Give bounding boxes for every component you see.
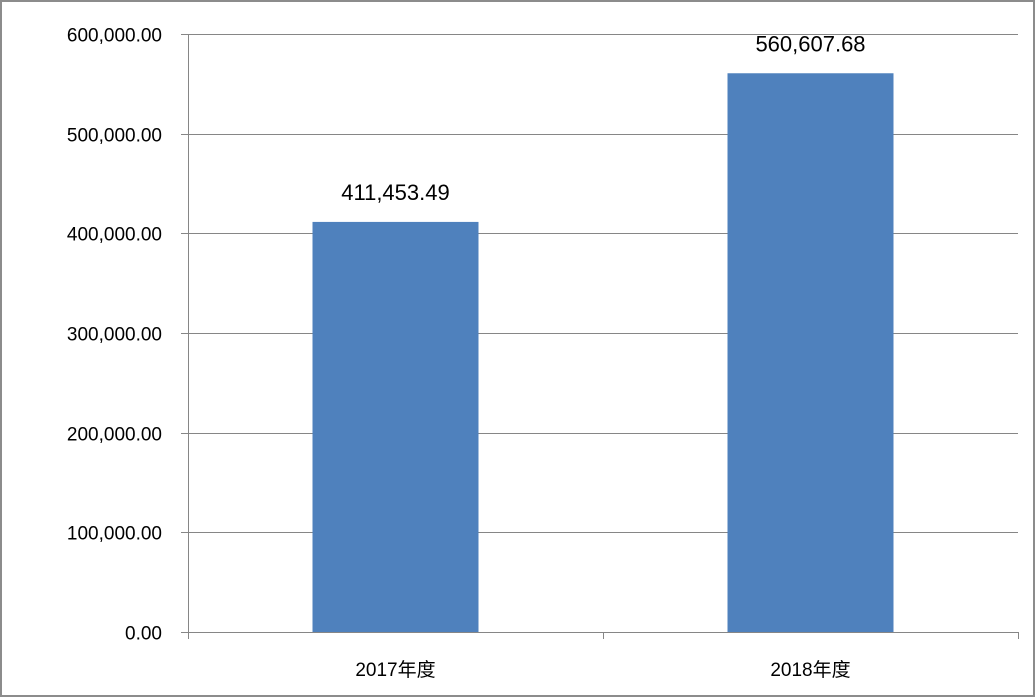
bars [312,73,894,633]
y-tick-label: 600,000.00 [67,26,162,47]
y-tick-label: 400,000.00 [67,225,162,246]
labels: 0.00 100,000.00 200,000.00 300,000.00 400,00… [67,26,866,682]
x-category-label: 2017年度 [355,659,435,681]
y-tick-label: 500,000.00 [67,126,162,147]
bar-1 [312,221,479,632]
bar-value-label: 411,453.49 [341,180,449,205]
axes [181,34,1019,639]
bar-value-label: 560,607.68 [755,31,865,56]
x-category-label: 2018年度 [770,659,850,681]
y-tick-label: 100,000.00 [67,524,162,545]
y-tick-label: 0.00 [125,624,162,645]
y-tick-label: 300,000.00 [67,325,162,346]
y-tick-label: 200,000.00 [67,425,162,446]
bar-2 [727,73,894,633]
